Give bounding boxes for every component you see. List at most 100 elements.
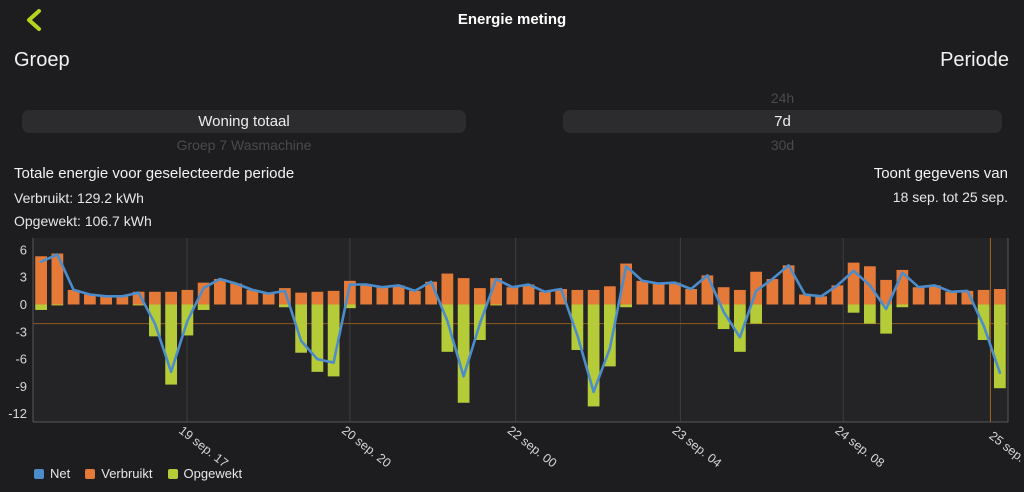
chart-bar-opgewekt[interactable] — [604, 304, 616, 367]
chart-bar-verbruikt[interactable] — [84, 294, 96, 305]
period-option-below[interactable]: 30d — [770, 137, 795, 153]
group-picker[interactable]: Woning totaal Groep 7 Wasmachine — [22, 88, 466, 155]
chart-bar-opgewekt[interactable] — [734, 304, 746, 352]
chart-bar-verbruikt[interactable] — [279, 288, 291, 305]
group-option-selected[interactable]: Woning totaal — [22, 110, 466, 133]
chart-bar-verbruikt[interactable] — [977, 289, 990, 305]
chart-bar-opgewekt[interactable] — [847, 304, 860, 313]
chart-bar-verbruikt[interactable] — [67, 289, 80, 305]
chart-bar-verbruikt[interactable] — [620, 263, 632, 305]
chart-bar-verbruikt[interactable] — [165, 291, 177, 305]
chart-bar-verbruikt[interactable] — [994, 289, 1006, 305]
back-button[interactable] — [22, 7, 48, 33]
chart-bar-verbruikt[interactable] — [896, 269, 909, 305]
period-picker[interactable]: 24h 7d 30d — [563, 88, 1002, 155]
chart-bar-verbruikt[interactable] — [587, 289, 600, 305]
chevron-left-icon — [27, 9, 41, 31]
chart-bar-verbruikt[interactable] — [929, 285, 941, 305]
chart-bar-opgewekt[interactable] — [344, 304, 356, 309]
chart-bar-verbruikt[interactable] — [880, 279, 892, 305]
chart-bar-opgewekt[interactable] — [490, 304, 502, 306]
chart-bar-opgewekt[interactable] — [51, 304, 64, 306]
chart-bar-verbruikt[interactable] — [441, 273, 454, 305]
chart-bar-opgewekt[interactable] — [620, 304, 632, 308]
period-heading: Periode — [940, 49, 1009, 71]
chart-bar-opgewekt[interactable] — [571, 304, 584, 351]
chart-bar-opgewekt[interactable] — [896, 304, 909, 308]
chart-bar-verbruikt[interactable] — [425, 281, 437, 305]
chart-bar-opgewekt[interactable] — [864, 304, 876, 324]
chart-bar-opgewekt[interactable] — [295, 304, 307, 353]
chart-bar-verbruikt[interactable] — [132, 291, 145, 305]
chart-bar-verbruikt[interactable] — [669, 282, 681, 305]
chart-bar-verbruikt[interactable] — [522, 284, 535, 305]
chart-bar-verbruikt[interactable] — [230, 283, 242, 305]
period-option-selected[interactable]: 7d — [563, 110, 1002, 133]
chart-bar-verbruikt[interactable] — [246, 289, 259, 305]
chart-bar-verbruikt[interactable] — [474, 288, 486, 305]
chart-bar-verbruikt[interactable] — [571, 289, 584, 305]
chart-bar-verbruikt[interactable] — [100, 296, 112, 305]
chart-bar-verbruikt[interactable] — [490, 278, 502, 305]
chart-bar-opgewekt[interactable] — [977, 304, 990, 340]
chart-bar-verbruikt[interactable] — [295, 292, 307, 305]
chart-bar-verbruikt[interactable] — [197, 282, 210, 305]
chart-bar-verbruikt[interactable] — [750, 271, 762, 305]
chart-bar-verbruikt[interactable] — [214, 279, 226, 305]
group-option-above[interactable] — [22, 88, 466, 108]
chart-bar-verbruikt[interactable] — [555, 289, 567, 305]
chart-bar-opgewekt[interactable] — [327, 304, 340, 377]
chart-bar-opgewekt[interactable] — [441, 304, 454, 352]
chart-bar-verbruikt[interactable] — [539, 291, 551, 305]
chart-bar-verbruikt[interactable] — [799, 294, 811, 305]
chart-bar-opgewekt[interactable] — [994, 304, 1006, 389]
chart-bar-opgewekt[interactable] — [35, 304, 47, 310]
chart-bar-verbruikt[interactable] — [457, 278, 470, 305]
chart-bar-verbruikt[interactable] — [262, 293, 275, 305]
chart-bar-verbruikt[interactable] — [945, 291, 957, 305]
chart-bar-verbruikt[interactable] — [766, 279, 779, 305]
period-option-above[interactable]: 24h — [770, 90, 795, 106]
chart-bar-verbruikt[interactable] — [181, 289, 194, 305]
chart-bar-verbruikt[interactable] — [652, 283, 665, 305]
chart-bar-verbruikt[interactable] — [701, 275, 714, 305]
chart-bar-verbruikt[interactable] — [311, 291, 324, 305]
chart-bar-verbruikt[interactable] — [734, 289, 746, 305]
chart-bar-verbruikt[interactable] — [409, 290, 421, 305]
chart-bar-verbruikt[interactable] — [376, 287, 389, 305]
group-option-below[interactable]: Groep 7 Wasmachine — [176, 137, 312, 153]
chart-bar-verbruikt[interactable] — [636, 280, 649, 305]
chart-bar-opgewekt[interactable] — [587, 304, 600, 407]
chart-bar-verbruikt[interactable] — [506, 287, 519, 305]
opgewekt-swatch-icon — [167, 468, 178, 479]
chart-bar-verbruikt[interactable] — [717, 287, 730, 305]
chart-bar-opgewekt[interactable] — [311, 304, 324, 372]
chart-bar-opgewekt[interactable] — [717, 304, 730, 330]
chart-bar-verbruikt[interactable] — [847, 262, 860, 305]
energy-chart[interactable]: 19 sep. 17 20 sep. 20 22 sep. 00 23 sep. 04… — [0, 230, 1024, 492]
chart-bar-verbruikt[interactable] — [604, 286, 616, 305]
chart-bar-verbruikt[interactable] — [35, 256, 47, 305]
chart-bar-verbruikt[interactable] — [149, 291, 161, 305]
chart-bar-verbruikt[interactable] — [912, 287, 925, 305]
chart-bar-opgewekt[interactable] — [149, 304, 161, 337]
chart-bar-verbruikt[interactable] — [961, 290, 974, 305]
chart-bar-verbruikt[interactable] — [782, 265, 795, 305]
chart-bar-verbruikt[interactable] — [327, 290, 340, 305]
chart-bar-verbruikt[interactable] — [815, 296, 827, 305]
chart-bar-opgewekt[interactable] — [457, 304, 470, 403]
chart-bar-verbruikt[interactable] — [116, 296, 129, 305]
chart-bar-opgewekt[interactable] — [750, 304, 762, 324]
chart-bar-opgewekt[interactable] — [165, 304, 177, 385]
chart-bar-opgewekt[interactable] — [197, 304, 210, 310]
chart-bar-verbruikt[interactable] — [392, 285, 405, 305]
chart-bar-opgewekt[interactable] — [132, 304, 145, 306]
chart-bar-verbruikt[interactable] — [831, 285, 844, 305]
chart-bar-verbruikt[interactable] — [344, 280, 356, 305]
chart-bar-opgewekt[interactable] — [279, 304, 291, 308]
page-title: Energie meting — [457, 11, 567, 28]
chart-bar-opgewekt[interactable] — [880, 304, 892, 334]
chart-bar-verbruikt[interactable] — [360, 284, 372, 305]
chart-bar-verbruikt[interactable] — [51, 253, 64, 305]
chart-bar-verbruikt[interactable] — [685, 289, 697, 305]
